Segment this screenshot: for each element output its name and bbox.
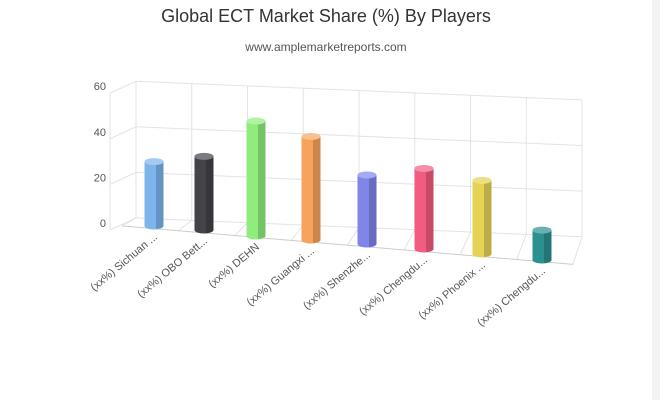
grid-line [135,80,583,101]
bar-shadow [369,175,377,247]
floor-line [516,234,527,260]
bar-2[interactable] [194,152,214,234]
bar-top [194,152,214,160]
chart-title: Global ECT Market Share (%) By Players [161,6,491,26]
bar-top [532,226,552,234]
bar-shadow [484,180,492,257]
bar-7[interactable] [472,176,492,258]
bar-top [246,117,266,125]
grid-line-side [109,171,137,185]
grid-line-side [109,80,137,94]
bar-shadow [544,230,552,263]
y-tick-label: 40 [94,127,106,139]
bar-shadow [206,156,214,233]
floor-line [572,236,583,265]
bar-3[interactable] [246,117,266,240]
y-tick-label: 0 [100,218,106,230]
bar-shadow [156,161,164,229]
bar-shadow [426,168,434,252]
chart-subtitle: www.amplemarketreports.com [245,40,407,54]
bar-top [301,133,321,140]
page-right-border [652,0,660,400]
bar-6[interactable] [414,165,434,253]
y-tick-label: 60 [94,81,106,93]
y-axis-ticks: 0 20 40 60 [94,81,106,230]
x-tick-label: (xx%) Phoenix ... [417,259,488,322]
y-tick-label: 20 [94,172,106,184]
bar-shadow [258,121,266,239]
bar-top [414,165,434,172]
bar-4[interactable] [301,133,321,244]
x-tick-label: (xx%) Chengdu... [357,254,430,318]
x-tick-label: (xx%) DEHN [206,241,262,290]
bars-layer [144,117,552,264]
floor-line [178,219,193,232]
bar-8[interactable] [532,226,552,264]
grid-layer [109,80,583,265]
floor-line [347,227,360,246]
bar-top [472,176,492,184]
floor-line [459,231,471,255]
x-tick-label: (xx%) Chengdu... [475,265,548,329]
bar-shadow [313,136,321,243]
bar-5[interactable] [357,171,377,248]
floor-line [121,217,137,227]
bar-1[interactable] [144,158,164,230]
floor-line [290,224,304,241]
bar-top [357,171,377,179]
floor-line [403,229,416,251]
bar-top [144,158,164,166]
floor-line [234,222,248,236]
grid-line-side [109,126,137,140]
